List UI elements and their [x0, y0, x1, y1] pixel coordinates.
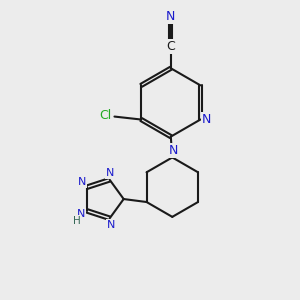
- Text: C: C: [167, 40, 175, 53]
- Text: N: N: [78, 177, 86, 187]
- Text: Cl: Cl: [99, 109, 112, 122]
- Text: N: N: [106, 168, 114, 178]
- Text: N: N: [76, 209, 85, 219]
- Text: N: N: [169, 144, 178, 158]
- Text: N: N: [202, 113, 211, 126]
- Text: N: N: [166, 10, 176, 23]
- Text: H: H: [73, 216, 81, 226]
- Text: N: N: [107, 220, 116, 230]
